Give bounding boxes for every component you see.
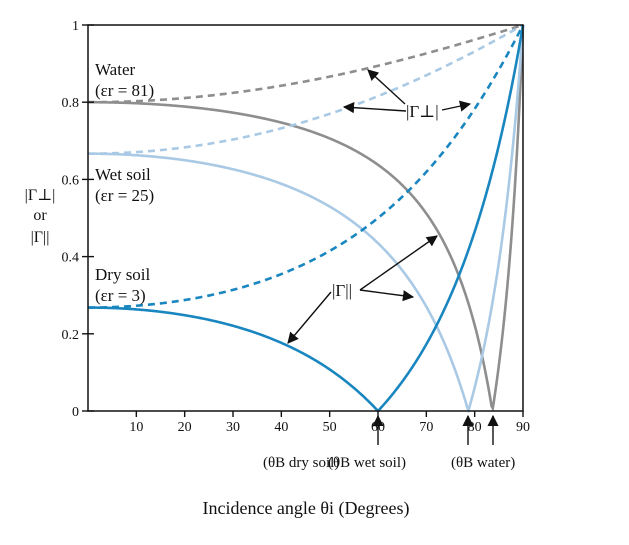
- perp-arrow-2: [367, 69, 406, 105]
- par-arrow-2: [359, 235, 438, 291]
- y-tick-label: 0: [72, 405, 79, 420]
- series-wet_soil-perpendicular: [88, 23, 524, 155]
- series-dry_soil-perpendicular: [88, 24, 525, 309]
- series-dry_soil-parallel: [88, 24, 525, 413]
- wet-soil-label: Wet soil: [95, 165, 151, 184]
- ylabel-line-3: |Γ||: [31, 229, 50, 246]
- x-tick-label: 10: [129, 420, 143, 435]
- y-tick-label: 1: [72, 19, 79, 34]
- water-label: Water: [95, 60, 135, 79]
- curves-group: [88, 23, 525, 414]
- par-arrow-1: [287, 291, 332, 344]
- series-water-parallel: [88, 25, 525, 413]
- x-tick-label: 40: [274, 420, 288, 435]
- plot-frame: [87, 24, 524, 412]
- perp-arrow-3: [441, 100, 472, 112]
- ylabel-line-2: or: [33, 207, 47, 224]
- water-eps-label: (εr = 81): [95, 81, 154, 100]
- perp-arrow-1: [342, 102, 407, 114]
- brewster-label-water: (θB water): [451, 455, 515, 471]
- y-tick-label: 0.2: [62, 328, 80, 343]
- dry-soil-label: Dry soil: [95, 265, 151, 284]
- x-tick-label: 90: [516, 420, 530, 435]
- x-tick-label: 70: [419, 420, 433, 435]
- series-water-perpendicular: [88, 23, 524, 104]
- x-tick-label: 50: [323, 420, 337, 435]
- perp-annotation: |Γ⊥|: [406, 102, 439, 121]
- brewster-label-dry: (θB dry soil): [263, 455, 339, 471]
- ylabel-line-1: |Γ⊥|: [25, 187, 56, 204]
- series-wet_soil-parallel: [88, 24, 525, 414]
- y-tick-label: 0.4: [62, 251, 80, 266]
- x-tick-label: 30: [226, 420, 240, 435]
- x-axis-title: Incidence angle θi (Degrees): [202, 498, 409, 519]
- y-tick-label: 0.8: [62, 96, 80, 111]
- y-tick-label: 0.6: [62, 173, 80, 188]
- par-arrow-3: [359, 289, 415, 302]
- wet-soil-eps-label: (εr = 25): [95, 186, 154, 205]
- x-tick-label: 80: [468, 420, 482, 435]
- x-tick-label: 20: [178, 420, 192, 435]
- brewster-label-wet: (θB wet soil): [328, 455, 406, 471]
- dry-soil-eps-label: (εr = 3): [95, 286, 146, 305]
- par-annotation: |Γ||: [332, 281, 352, 300]
